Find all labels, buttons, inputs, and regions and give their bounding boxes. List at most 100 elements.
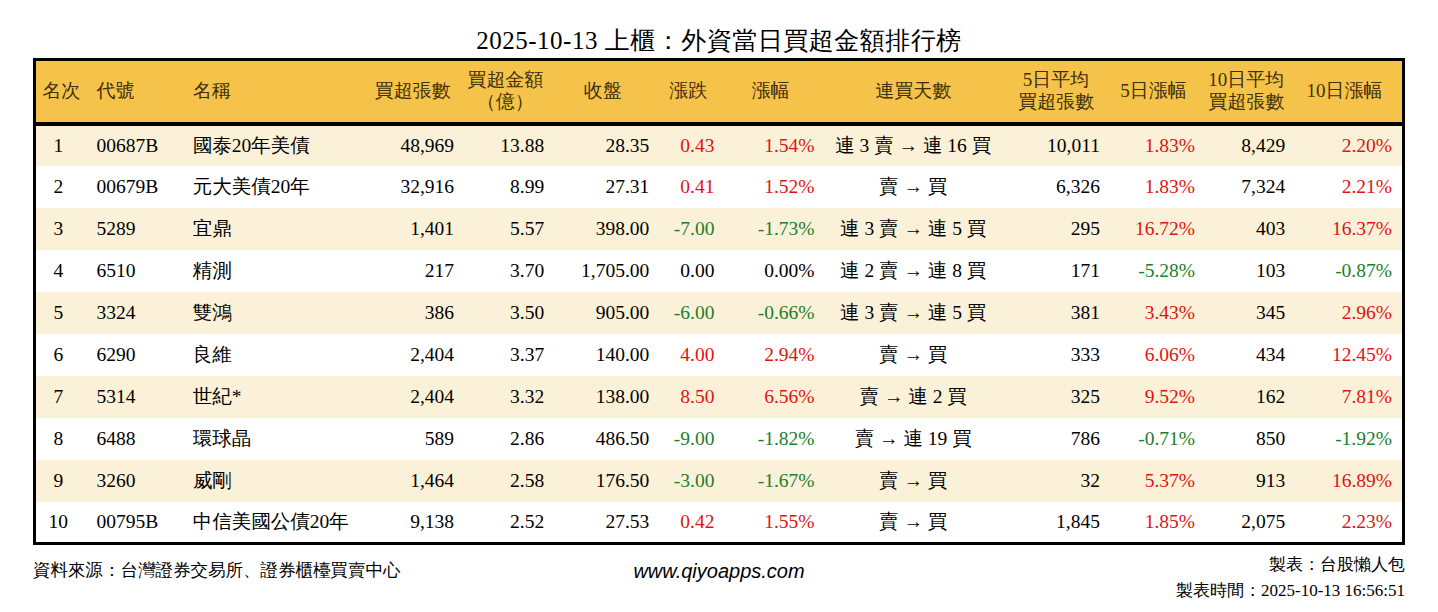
table-cell: 8 bbox=[35, 418, 87, 460]
table-cell: 5 bbox=[35, 292, 87, 334]
table-cell: 10,011 bbox=[1006, 124, 1106, 166]
column-header: 10日漲幅 bbox=[1291, 60, 1403, 124]
table-cell: 386 bbox=[365, 292, 460, 334]
table-cell: 0.00% bbox=[720, 250, 820, 292]
table-cell: 2 bbox=[35, 166, 87, 208]
column-header: 連買天數 bbox=[821, 60, 1006, 124]
table-row: 86488環球晶5892.86486.50-9.00-1.82%賣 → 連 19… bbox=[35, 418, 1404, 460]
footer-timestamp: 製表時間：2025-10-13 16:56:51 bbox=[1176, 578, 1405, 604]
table-cell: 786 bbox=[1006, 418, 1106, 460]
table-cell: 1,464 bbox=[365, 460, 460, 502]
table-cell: 1.85% bbox=[1106, 502, 1201, 544]
table-cell: 2.58 bbox=[460, 460, 550, 502]
table-cell: 103 bbox=[1201, 250, 1291, 292]
table-cell: 6488 bbox=[87, 418, 183, 460]
table-cell: 3.70 bbox=[460, 250, 550, 292]
column-header: 5日平均 買超張數 bbox=[1006, 60, 1106, 124]
table-cell: 5.37% bbox=[1106, 460, 1201, 502]
report-page: 2025-10-13 上櫃：外資當日買超金額排行榜 名次代號名稱買超張數買超金額… bbox=[0, 0, 1438, 612]
table-body: 100687B國泰20年美債48,96913.8828.350.431.54%連… bbox=[35, 124, 1404, 544]
table-cell: 398.00 bbox=[550, 208, 655, 250]
table-cell: 00795B bbox=[87, 502, 183, 544]
page-title: 2025-10-13 上櫃：外資當日買超金額排行榜 bbox=[0, 0, 1438, 58]
table-cell: 中信美國公債20年 bbox=[183, 502, 365, 544]
table-cell: -1.67% bbox=[720, 460, 820, 502]
table-cell: 連 2 賣 → 連 8 買 bbox=[821, 250, 1006, 292]
table-cell: 12.45% bbox=[1291, 334, 1403, 376]
table-cell: -5.28% bbox=[1106, 250, 1201, 292]
table-cell: 28.35 bbox=[550, 124, 655, 166]
table-cell: 8.99 bbox=[460, 166, 550, 208]
table-cell: -0.87% bbox=[1291, 250, 1403, 292]
table-cell: 1.52% bbox=[720, 166, 820, 208]
table-row: 75314世紀*2,4043.32138.008.506.56%賣 → 連 2 … bbox=[35, 376, 1404, 418]
table-cell: 13.88 bbox=[460, 124, 550, 166]
table-cell: 世紀* bbox=[183, 376, 365, 418]
table-cell: 333 bbox=[1006, 334, 1106, 376]
table-row: 53324雙鴻3863.50905.00-6.00-0.66%連 3 賣 → 連… bbox=[35, 292, 1404, 334]
table-cell: 16.72% bbox=[1106, 208, 1201, 250]
table-row: 35289宜鼎1,4015.57398.00-7.00-1.73%連 3 賣 →… bbox=[35, 208, 1404, 250]
table-cell: 345 bbox=[1201, 292, 1291, 334]
table-cell: 賣 → 連 19 買 bbox=[821, 418, 1006, 460]
table-cell: 威剛 bbox=[183, 460, 365, 502]
table-cell: 6510 bbox=[87, 250, 183, 292]
table-cell: -1.73% bbox=[720, 208, 820, 250]
table-cell: 1.54% bbox=[720, 124, 820, 166]
table-cell: 3.50 bbox=[460, 292, 550, 334]
table-cell: 元大美債20年 bbox=[183, 166, 365, 208]
table-cell: 6.06% bbox=[1106, 334, 1201, 376]
table-cell: 1,705.00 bbox=[550, 250, 655, 292]
table-cell: 2.94% bbox=[720, 334, 820, 376]
table-cell: 2.20% bbox=[1291, 124, 1403, 166]
table-cell: 3.43% bbox=[1106, 292, 1201, 334]
table-cell: 32 bbox=[1006, 460, 1106, 502]
table-cell: -1.82% bbox=[720, 418, 820, 460]
table-cell: 32,916 bbox=[365, 166, 460, 208]
column-header: 漲幅 bbox=[720, 60, 820, 124]
table-cell: 140.00 bbox=[550, 334, 655, 376]
table-cell: 1.55% bbox=[720, 502, 820, 544]
table-cell: 4 bbox=[35, 250, 87, 292]
table-cell: 8,429 bbox=[1201, 124, 1291, 166]
table-cell: 雙鴻 bbox=[183, 292, 365, 334]
table-cell: 環球晶 bbox=[183, 418, 365, 460]
table-cell: 賣 → 買 bbox=[821, 334, 1006, 376]
table-cell: 10 bbox=[35, 502, 87, 544]
table-cell: 2,075 bbox=[1201, 502, 1291, 544]
table-cell: 9 bbox=[35, 460, 87, 502]
table-cell: 賣 → 買 bbox=[821, 460, 1006, 502]
table-cell: 9.52% bbox=[1106, 376, 1201, 418]
table-cell: 00687B bbox=[87, 124, 183, 166]
table-cell: 2.23% bbox=[1291, 502, 1403, 544]
table-cell: 2,404 bbox=[365, 376, 460, 418]
table-cell: 2.96% bbox=[1291, 292, 1403, 334]
table-cell: 1,401 bbox=[365, 208, 460, 250]
table-cell: 5314 bbox=[87, 376, 183, 418]
table-cell: 2.21% bbox=[1291, 166, 1403, 208]
table-cell: 589 bbox=[365, 418, 460, 460]
column-header: 漲跌 bbox=[655, 60, 720, 124]
table-cell: 連 3 賣 → 連 5 買 bbox=[821, 292, 1006, 334]
table-cell: 16.89% bbox=[1291, 460, 1403, 502]
table-cell: -3.00 bbox=[655, 460, 720, 502]
table-cell: 171 bbox=[1006, 250, 1106, 292]
table-cell: 381 bbox=[1006, 292, 1106, 334]
footer-maker: 製表：台股懶人包 bbox=[1176, 552, 1405, 578]
column-header: 名次 bbox=[35, 60, 87, 124]
table-cell: 8.50 bbox=[655, 376, 720, 418]
table-cell: 176.50 bbox=[550, 460, 655, 502]
column-header: 10日平均 買超張數 bbox=[1201, 60, 1291, 124]
table-cell: 1 bbox=[35, 124, 87, 166]
table-cell: 00679B bbox=[87, 166, 183, 208]
table-cell: 7.81% bbox=[1291, 376, 1403, 418]
table-header: 名次代號名稱買超張數買超金額 （億）收盤漲跌漲幅連買天數5日平均 買超張數5日漲… bbox=[35, 60, 1404, 124]
table-row: 93260威剛1,4642.58176.50-3.00-1.67%賣 → 買32… bbox=[35, 460, 1404, 502]
footer-right: 製表：台股懶人包 製表時間：2025-10-13 16:56:51 bbox=[1176, 552, 1405, 603]
column-header: 買超張數 bbox=[365, 60, 460, 124]
table-cell: 賣 → 連 2 買 bbox=[821, 376, 1006, 418]
column-header: 買超金額 （億） bbox=[460, 60, 550, 124]
table-cell: 連 3 賣 → 連 16 買 bbox=[821, 124, 1006, 166]
table-cell: 913 bbox=[1201, 460, 1291, 502]
table-cell: -6.00 bbox=[655, 292, 720, 334]
